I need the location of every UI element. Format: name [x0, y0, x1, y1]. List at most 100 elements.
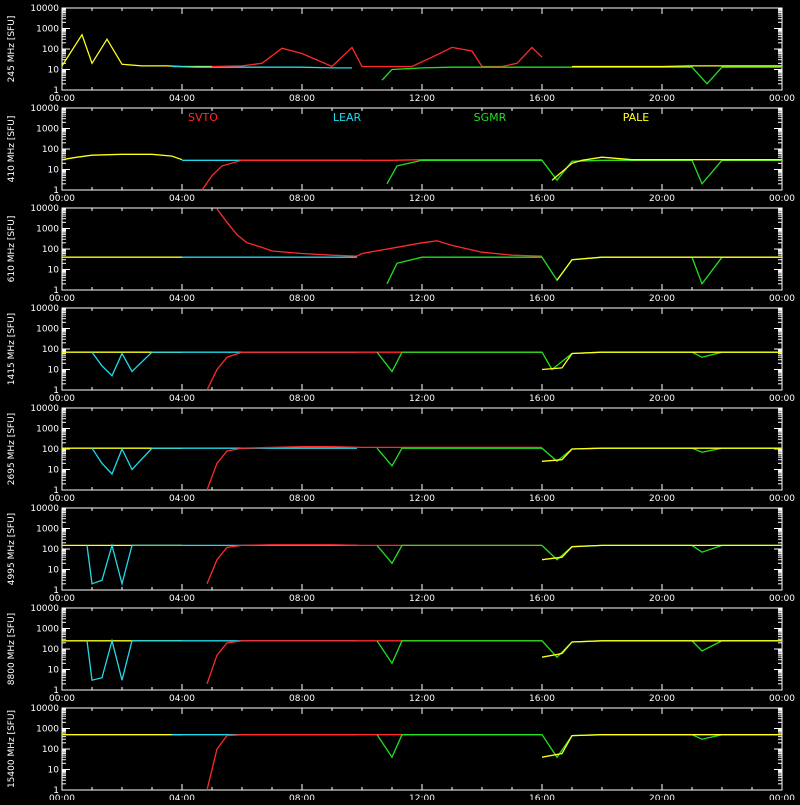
- x-tick-label: 00:00: [769, 394, 795, 404]
- plot-frame: [61, 207, 783, 291]
- x-tick-label: 04:00: [169, 794, 195, 800]
- x-tick-label: 12:00: [409, 194, 435, 204]
- y-tick-label: 1: [53, 486, 59, 496]
- y-tick-label: 100: [42, 645, 59, 655]
- x-tick-label: 00:00: [769, 594, 795, 604]
- y-tick-label: 100: [42, 145, 59, 155]
- x-tick-label: 00:00: [769, 94, 795, 104]
- y-tick-label: 100: [42, 745, 59, 755]
- x-tick-label: 08:00: [289, 794, 315, 800]
- series-sgmr: [376, 640, 782, 665]
- y-tick-label: 100: [42, 445, 59, 455]
- y-tick-label: 1: [53, 586, 59, 596]
- x-tick-label: 08:00: [289, 394, 315, 404]
- x-tick-label: 04:00: [169, 294, 195, 304]
- x-tick-label: 12:00: [409, 594, 435, 604]
- y-tick-label: 1: [53, 386, 59, 396]
- series-sgmr: [376, 734, 782, 759]
- y-tick-label: 10000: [30, 304, 59, 314]
- y-tick-label: 10: [48, 166, 60, 176]
- x-tick-label: 00:00: [769, 194, 795, 204]
- y-tick-label: 1: [53, 86, 59, 96]
- series-pale: [541, 544, 782, 561]
- series-pale: [572, 65, 782, 68]
- legend-lear: LEAR: [333, 111, 362, 124]
- plot-frame: [61, 307, 783, 391]
- x-tick-label: 16:00: [529, 194, 555, 204]
- x-tick-label: 08:00: [289, 694, 315, 704]
- x-tick-label: 08:00: [289, 194, 315, 204]
- y-tick-label: 10000: [30, 104, 59, 114]
- x-tick-label: 04:00: [169, 594, 195, 604]
- y-tick-label: 1000: [36, 525, 59, 535]
- series-lear: [171, 65, 352, 69]
- y-tick-label: 10000: [30, 404, 59, 414]
- x-tick-label: 16:00: [529, 794, 555, 800]
- series-pale: [61, 33, 212, 68]
- y-tick-label: 1: [53, 286, 59, 296]
- y-axis-label: 8800 MHz [SFU]: [7, 613, 17, 685]
- y-axis-label: 4995 MHz [SFU]: [7, 513, 17, 585]
- x-tick-label: 20:00: [649, 694, 675, 704]
- x-tick-label: 00:00: [49, 794, 75, 800]
- y-tick-label: 10000: [30, 204, 59, 214]
- x-tick-label: 16:00: [529, 294, 555, 304]
- y-tick-label: 100: [42, 545, 59, 555]
- x-tick-label: 12:00: [409, 394, 435, 404]
- x-tick-label: 20:00: [649, 94, 675, 104]
- x-tick-label: 08:00: [289, 494, 315, 504]
- legend-pale: PALE: [623, 111, 650, 124]
- y-axis-label: 2695 MHz [SFU]: [7, 413, 17, 485]
- x-tick-label: 16:00: [529, 494, 555, 504]
- y-axis-label: 410 MHz [SFU]: [7, 116, 17, 183]
- plot-frame: [61, 107, 783, 191]
- series-svto: [201, 159, 542, 191]
- x-tick-label: 00:00: [49, 494, 75, 504]
- y-tick-label: 1000: [36, 225, 59, 235]
- x-tick-label: 16:00: [529, 694, 555, 704]
- y-tick-label: 10: [48, 766, 60, 776]
- series-pale: [541, 734, 782, 758]
- series-sgmr: [376, 447, 782, 468]
- y-tick-label: 10000: [30, 604, 59, 614]
- y-tick-label: 10000: [30, 4, 59, 14]
- y-tick-label: 1000: [36, 425, 59, 435]
- x-tick-label: 00:00: [49, 694, 75, 704]
- y-axis-label: 15400 MHz [SFU]: [7, 710, 17, 788]
- x-tick-label: 00:00: [769, 294, 795, 304]
- y-tick-label: 10: [48, 66, 60, 76]
- y-tick-label: 1000: [36, 125, 59, 135]
- x-tick-label: 04:00: [169, 394, 195, 404]
- x-tick-label: 00:00: [769, 494, 795, 504]
- x-tick-label: 16:00: [529, 94, 555, 104]
- y-tick-label: 10: [48, 566, 60, 576]
- series-pale: [556, 256, 782, 281]
- plot-frame: [61, 7, 783, 91]
- series-pale: [541, 640, 782, 658]
- x-tick-label: 20:00: [649, 594, 675, 604]
- x-tick-label: 16:00: [529, 594, 555, 604]
- y-tick-label: 10: [48, 466, 60, 476]
- legend-svto: SVTO: [188, 111, 218, 124]
- plot-frame: [61, 607, 783, 691]
- series-pale: [541, 351, 782, 371]
- x-tick-label: 04:00: [169, 694, 195, 704]
- series-lear: [86, 542, 357, 587]
- series-svto: [206, 640, 542, 685]
- x-tick-label: 20:00: [649, 194, 675, 204]
- x-tick-label: 04:00: [169, 94, 195, 104]
- series-sgmr: [381, 66, 782, 85]
- y-tick-label: 10: [48, 266, 60, 276]
- x-tick-label: 00:00: [49, 294, 75, 304]
- y-tick-label: 100: [42, 45, 59, 55]
- series-svto: [206, 446, 542, 491]
- y-tick-label: 1000: [36, 725, 59, 735]
